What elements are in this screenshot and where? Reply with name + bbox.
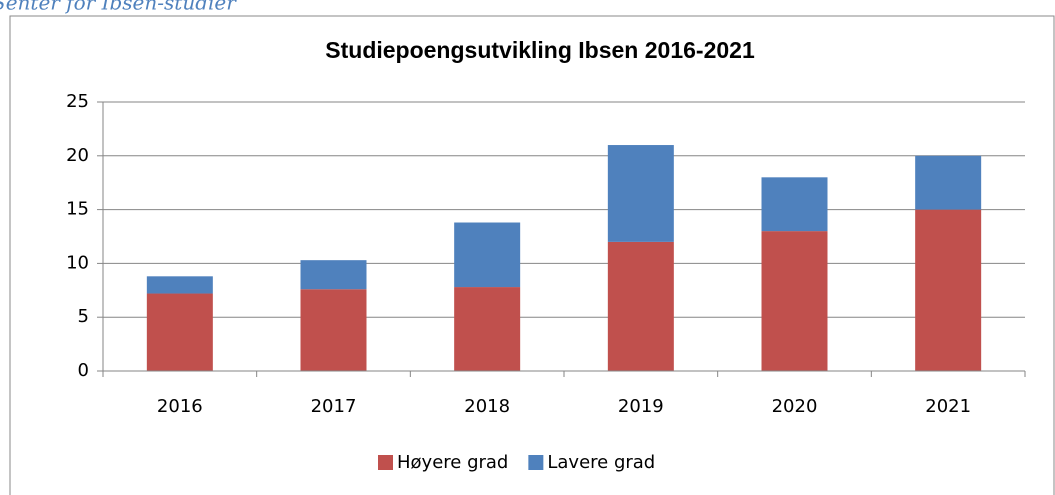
bar-segment [607,145,674,242]
bar-segment [915,155,982,210]
x-tick-label: 2016 [157,396,203,417]
y-tick-label: 15 [66,199,89,220]
y-tick-label: 0 [78,360,89,381]
bar-segment [761,231,828,371]
y-tick-label: 20 [66,145,89,166]
y-tick-label: 10 [66,252,89,273]
x-tick-label: 2019 [618,396,664,417]
bar-segment [454,287,521,371]
legend-swatch [528,455,544,470]
legend-swatch [378,455,393,470]
bar-segment [915,209,982,371]
x-tick-label: 2021 [925,396,971,417]
x-tick-label: 2018 [464,396,510,417]
bar-segment [761,177,828,232]
legend-label: Lavere grad [547,452,655,473]
x-tick-label: 2020 [772,396,818,417]
bar-segment [607,241,674,371]
bar-segment [146,276,213,294]
bar-segment [300,289,367,371]
bar-segment [300,260,367,290]
chart-border [9,15,1055,495]
chart-title: Studiepoengsutvikling Ibsen 2016-2021 [325,37,755,63]
bar-segment [146,293,213,371]
bar-segment [454,222,521,288]
caption: Senter for Ibsen-studier [0,0,237,15]
x-tick-label: 2017 [311,396,357,417]
y-tick-label: 25 [66,91,89,112]
legend-label: Høyere grad [397,452,508,473]
y-tick-label: 5 [78,306,89,327]
